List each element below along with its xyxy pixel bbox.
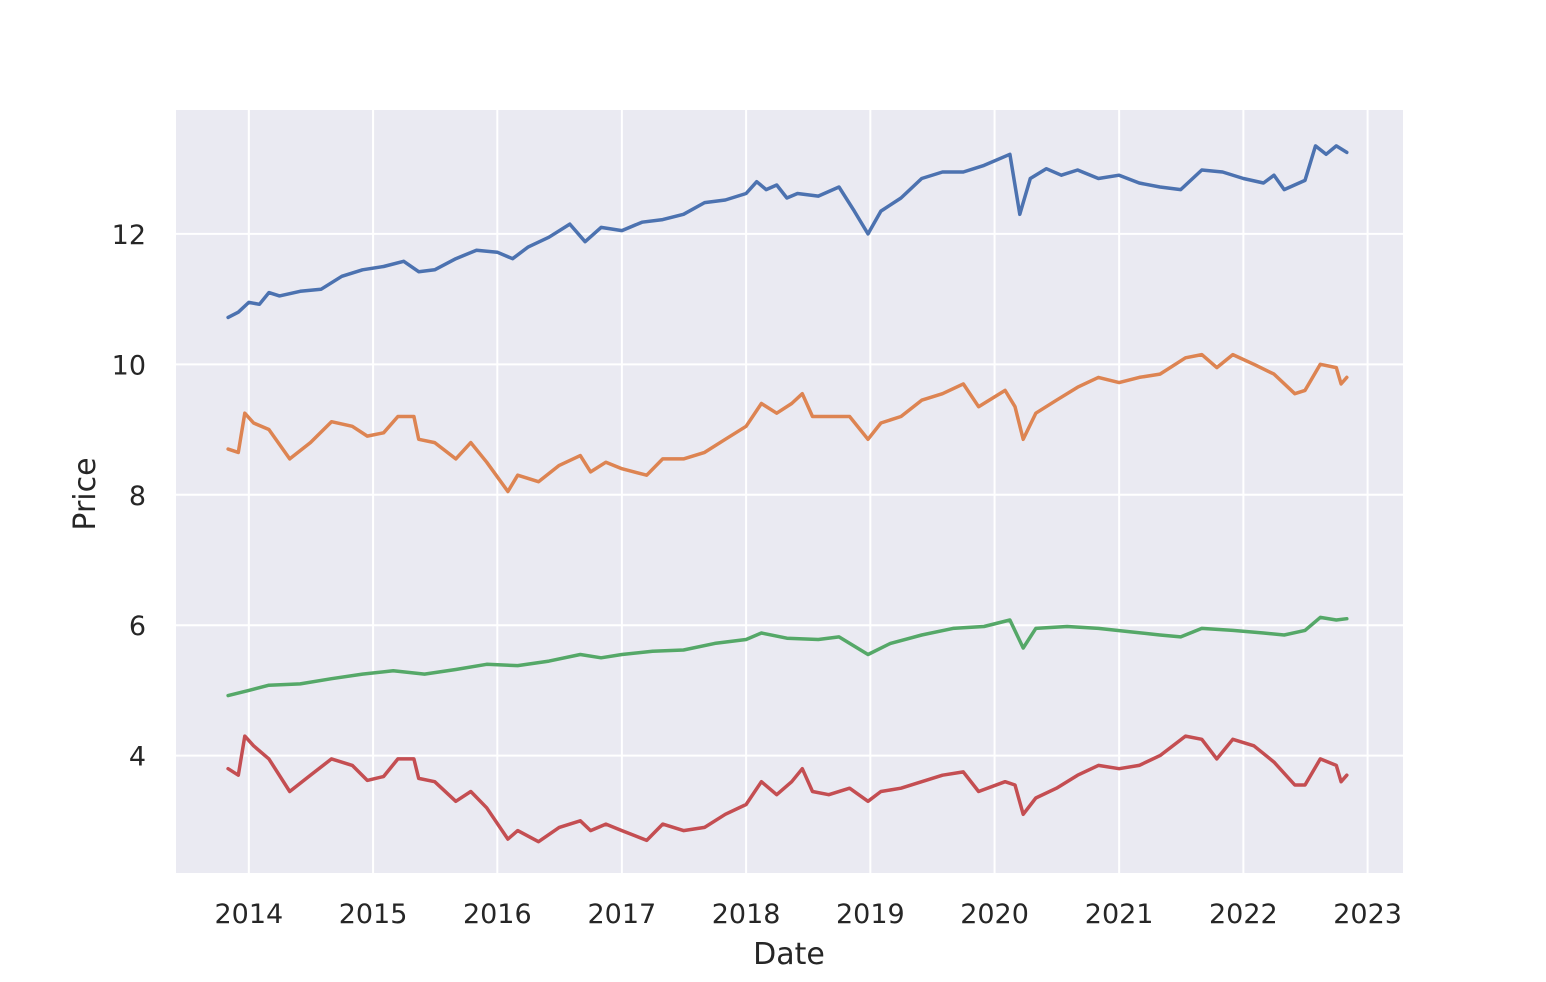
series-layer (226, 144, 1349, 844)
x-tick-label: 2016 (463, 899, 532, 930)
y-axis: 4 6 8 10 12 (112, 220, 146, 773)
x-tick-label: 2017 (588, 899, 657, 930)
x-tick-label: 2022 (1209, 899, 1278, 930)
x-tick-label: 2021 (1085, 899, 1154, 930)
series-line-1 (226, 144, 1349, 320)
x-tick-label: 2020 (960, 899, 1029, 930)
y-axis-label: Price (68, 457, 103, 530)
x-axis-label: Date (753, 937, 825, 972)
plot-area (176, 110, 1403, 873)
x-tick-label: 2019 (836, 899, 905, 930)
series-line-4 (226, 734, 1349, 844)
y-tick-label: 8 (129, 481, 146, 512)
series-line-3 (226, 615, 1349, 698)
x-tick-label: 2014 (214, 899, 283, 930)
x-tick-label: 2023 (1333, 899, 1402, 930)
y-tick-label: 12 (112, 220, 146, 251)
x-tick-label: 2015 (339, 899, 408, 930)
series-line-2 (226, 352, 1349, 494)
y-tick-label: 6 (129, 611, 146, 642)
y-tick-label: 4 (129, 742, 146, 773)
x-axis: 2014 2015 2016 2017 2018 2019 2020 2021 2022 2023 (214, 899, 1401, 930)
y-tick-label: 10 (112, 350, 146, 381)
x-tick-label: 2018 (712, 899, 781, 930)
grid (176, 110, 1403, 873)
